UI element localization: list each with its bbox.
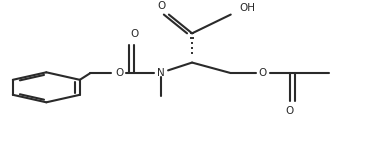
Text: O: O	[157, 1, 165, 11]
Text: O: O	[130, 29, 138, 39]
Text: O: O	[115, 68, 123, 78]
Text: N: N	[157, 68, 165, 78]
Text: OH: OH	[239, 3, 255, 13]
Text: O: O	[286, 106, 294, 116]
Text: O: O	[259, 68, 267, 78]
